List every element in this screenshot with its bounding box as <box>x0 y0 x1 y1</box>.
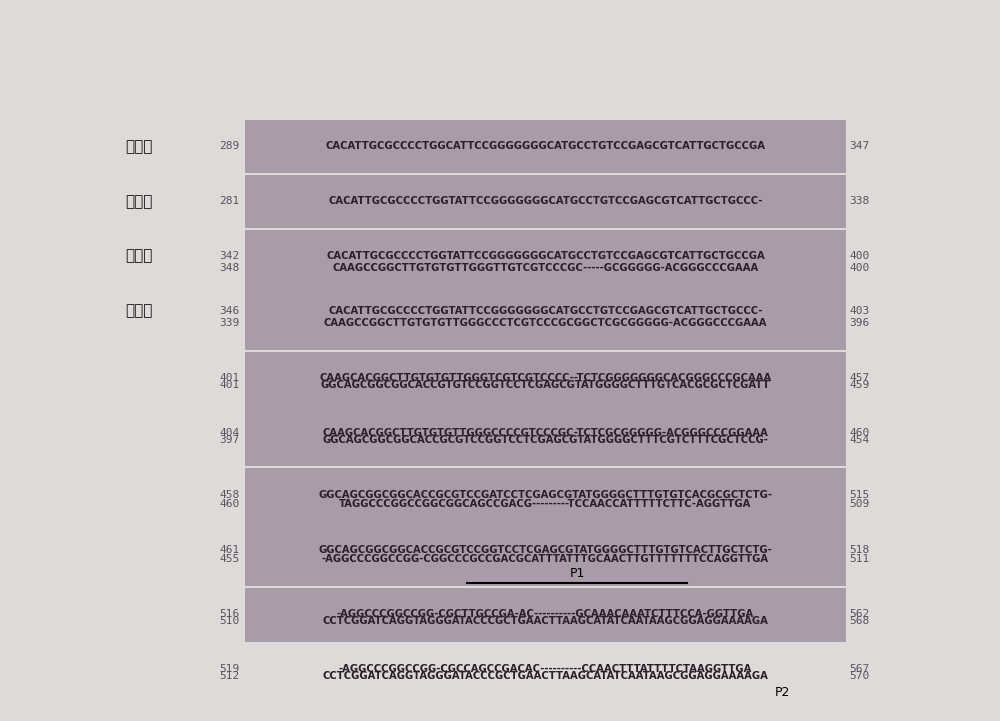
Text: 457: 457 <box>850 373 870 384</box>
Text: CAAGCACGGCTTGTGTGTTGGGCCCCGTCCCGC-TCTCGCGGGGG-ACGGGCCCGGAAA: CAAGCACGGCTTGTGTGTTGGGCCCCGTCCCGC-TCTCGC… <box>322 428 768 438</box>
Text: 396: 396 <box>850 318 870 328</box>
Bar <box>245 120 846 172</box>
Bar <box>245 588 846 640</box>
Text: 347: 347 <box>850 141 870 151</box>
Text: -AGGCCCGGCCGG-CGGCCCGCCGACGCATTTATTTGCAACTTGTTTTTTTCCAGGTTGA: -AGGCCCGGCCGG-CGGCCCGCCGACGCATTTATTTGCAA… <box>322 554 769 565</box>
Bar <box>245 523 846 576</box>
Text: 518: 518 <box>850 545 870 554</box>
Text: GGCAGCGGCGGCACCGCGTCCGGTCCTCGAGCGTATGGGGCTTTCGTCTTTCGCTCCG-: GGCAGCGGCGGCACCGCGTCCGGTCCTCGAGCGTATGGGG… <box>322 435 768 445</box>
Bar <box>245 650 846 702</box>
Text: 568: 568 <box>850 616 870 626</box>
Text: 458: 458 <box>219 490 240 500</box>
Text: CACATTGCGCCCCTGGTATTCCGGGGGGGCATGCCTGTCCGAGCGTCATTGCTGCCC-: CACATTGCGCCCCTGGTATTCCGGGGGGGCATGCCTGTCC… <box>328 196 763 206</box>
Bar <box>245 352 846 404</box>
Text: 401: 401 <box>219 373 240 384</box>
Text: 281: 281 <box>219 196 240 206</box>
Text: 455: 455 <box>219 554 240 565</box>
Text: 土曲霆: 土曲霆 <box>125 304 152 319</box>
Text: CACATTGCGCCCCTGGTATTCCGGGGGGGCATGCCTGTCCGAGCGTCATTGCTGCCGA: CACATTGCGCCCCTGGTATTCCGGGGGGGCATGCCTGTCC… <box>326 251 765 261</box>
Bar <box>245 285 846 337</box>
Text: 512: 512 <box>219 671 240 681</box>
Text: CCTCGGATCAGGTAGGGATACCCGCTGAACTTAAGCATATCAATAAGCGGAGGAAAAGA: CCTCGGATCAGGTAGGGATACCCGCTGAACTTAAGCATAT… <box>322 671 768 681</box>
Text: P1: P1 <box>569 567 585 580</box>
Text: 401: 401 <box>219 380 240 390</box>
Text: 515: 515 <box>850 490 870 500</box>
Text: 397: 397 <box>219 435 240 445</box>
Text: 400: 400 <box>850 251 870 261</box>
Bar <box>245 478 846 531</box>
Text: TAGGCCCGGCCGGCGGCAGCCGACG---------TCCAACCATTTTTCTTC-AGGTTGA: TAGGCCCGGCCGGCGGCAGCCGACG---------TCCAAC… <box>339 499 752 509</box>
Text: 338: 338 <box>850 196 870 206</box>
Text: P2: P2 <box>774 686 790 699</box>
Text: GGCAGCGGCGGCACCGCGTCCGATCCTCGAGCGTATGGGGCTTTGTGTCACGCGCTCTG-: GGCAGCGGCGGCACCGCGTCCGATCCTCGAGCGTATGGGG… <box>318 490 772 500</box>
Text: CAAGCCGGCTTGTGTGTTGGGCCCTCGTCCCGCGGCTCGCGGGGG-ACGGGCCCGAAA: CAAGCCGGCTTGTGTGTTGGGCCCTCGTCCCGCGGCTCGC… <box>324 318 767 328</box>
Text: 茎曲霆: 茎曲霆 <box>125 194 152 208</box>
Text: 454: 454 <box>850 435 870 445</box>
Bar <box>245 230 846 283</box>
Text: 460: 460 <box>219 499 240 509</box>
Text: 342: 342 <box>219 251 240 261</box>
Text: 516: 516 <box>219 609 240 619</box>
Text: 烂曲霆: 烂曲霆 <box>125 249 152 264</box>
Text: 519: 519 <box>219 664 240 674</box>
Bar <box>245 643 846 696</box>
Text: 562: 562 <box>850 609 870 619</box>
Text: 570: 570 <box>850 671 870 681</box>
Bar <box>245 174 846 228</box>
Bar <box>245 297 846 350</box>
Text: -AGGCCCGGCCGG-CGCCAGCCGACAC----------CCAACTTTATTTTCTAAGGTTGA: -AGGCCCGGCCGG-CGCCAGCCGACAC----------CCA… <box>339 664 752 674</box>
Text: 510: 510 <box>219 616 240 626</box>
Text: CCTCGGATCAGGTAGGGATACCCGCTGAACTTAAGCATATCAATAAGCGGAGGAAAAGA: CCTCGGATCAGGTAGGGATACCCGCTGAACTTAAGCATAT… <box>322 616 768 626</box>
Text: 509: 509 <box>850 499 870 509</box>
Text: 346: 346 <box>219 306 240 316</box>
Text: 403: 403 <box>850 306 870 316</box>
Text: CACATTGCGCCCCTGGTATTCCGGGGGGGCATGCCTGTCCGAGCGTCATTGCTGCCC-: CACATTGCGCCCCTGGTATTCCGGGGGGGCATGCCTGTCC… <box>328 306 763 316</box>
Text: 567: 567 <box>850 664 870 674</box>
Bar <box>245 533 846 585</box>
Text: CACATTGCGCCCCTGGCATTCCGGGGGGGCATGCCTGTCCGAGCGTCATTGCTGCCGA: CACATTGCGCCCCTGGCATTCCGGGGGGGCATGCCTGTCC… <box>325 141 765 151</box>
Bar <box>245 242 846 295</box>
Text: GGCAGCGGCGGCACCGTGTCCGGTCCTCGAGCGTATGGGGCTTTGTCACGCGCTCGATT: GGCAGCGGCGGCACCGTGTCCGGTCCTCGAGCGTATGGGG… <box>321 380 770 390</box>
Text: 459: 459 <box>850 380 870 390</box>
Text: CAAGCACGGCTTGTGTGTTGGGTCGTCGTCCCC--TCTCGGGGGGGCACGGGCCCGCAAA: CAAGCACGGCTTGTGTGTTGGGTCGTCGTCCCC--TCTCG… <box>319 373 772 384</box>
Text: 400: 400 <box>850 263 870 273</box>
Text: 404: 404 <box>219 428 240 438</box>
Bar <box>245 469 846 521</box>
Bar <box>245 358 846 411</box>
Text: GGCAGCGGCGGCACCGCGTCCGGTCCTCGAGCGTATGGGGCTTTGTGTCACTTGCTCTG-: GGCAGCGGCGGCACCGCGTCCGGTCCTCGAGCGTATGGGG… <box>319 545 772 554</box>
Text: 339: 339 <box>219 318 240 328</box>
Text: 黑曲霆: 黑曲霆 <box>125 138 152 154</box>
Text: -AGGCCCGGCCGG-CGCTTGCCGA-AC----------GCAAACAAATCTTTCCA-GGTTGA: -AGGCCCGGCCGG-CGCTTGCCGA-AC----------GCA… <box>337 609 754 619</box>
Text: 511: 511 <box>850 554 870 565</box>
Bar <box>245 414 846 466</box>
Bar <box>245 407 846 459</box>
Text: 289: 289 <box>219 141 240 151</box>
Text: 460: 460 <box>850 428 870 438</box>
Text: 348: 348 <box>219 263 240 273</box>
Text: CAAGCCGGCTTGTGTGTTGGGTTGTCGTCCCGC-----GCGGGGG-ACGGGCCCGAAA: CAAGCCGGCTTGTGTGTTGGGTTGTCGTCCCGC-----GC… <box>332 263 759 273</box>
Bar <box>245 595 846 647</box>
Text: 461: 461 <box>219 545 240 554</box>
Bar <box>245 704 846 721</box>
